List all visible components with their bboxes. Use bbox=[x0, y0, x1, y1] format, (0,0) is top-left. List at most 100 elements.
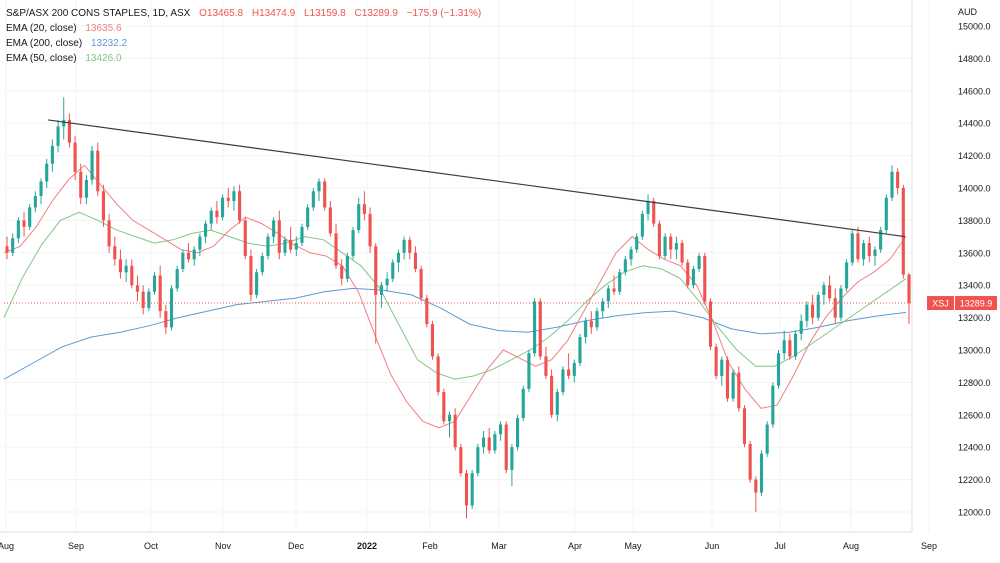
candle-body bbox=[828, 285, 832, 299]
candle bbox=[714, 343, 718, 380]
candle bbox=[691, 265, 695, 289]
candle bbox=[731, 369, 735, 402]
legend-ema200-row[interactable]: EMA (200, close) 13232.2 bbox=[6, 36, 487, 51]
candle-body bbox=[238, 191, 242, 221]
candle bbox=[362, 191, 366, 221]
candle-body bbox=[862, 243, 866, 260]
price-tag: XSJ 13289.9 bbox=[927, 296, 997, 311]
price-tick-label: 14800.0 bbox=[958, 54, 991, 64]
candle bbox=[884, 194, 888, 234]
candle-body bbox=[39, 181, 43, 197]
candle bbox=[521, 385, 525, 422]
candle-body bbox=[884, 197, 888, 231]
candle bbox=[555, 388, 559, 422]
candle bbox=[147, 288, 151, 312]
candle-body bbox=[16, 220, 20, 239]
candle bbox=[39, 178, 43, 205]
ema200-path bbox=[3, 287, 907, 380]
candle bbox=[867, 236, 871, 263]
time-tick-label: Jul bbox=[774, 541, 786, 551]
candle bbox=[550, 369, 554, 419]
candle bbox=[850, 230, 854, 266]
candle-body bbox=[544, 356, 548, 376]
candle bbox=[272, 217, 276, 244]
candle-body bbox=[294, 243, 298, 250]
legend: S&P/ASX 200 CONS STAPLES, 1D, ASX O13465… bbox=[6, 6, 487, 66]
candle-body bbox=[334, 233, 338, 266]
candle-body bbox=[368, 213, 372, 247]
candle bbox=[135, 275, 140, 302]
candle-body bbox=[186, 252, 191, 260]
candle bbox=[561, 366, 565, 396]
candle bbox=[606, 285, 610, 308]
ema20-value: 13635.6 bbox=[85, 23, 122, 34]
price-tick-label: 12800.0 bbox=[958, 378, 991, 388]
candle bbox=[754, 476, 758, 512]
ema50-label: EMA (50, close) bbox=[6, 53, 77, 64]
legend-symbol-row: S&P/ASX 200 CONS STAPLES, 1D, ASX O13465… bbox=[6, 6, 487, 21]
candle-body bbox=[873, 249, 877, 257]
trendline[interactable] bbox=[47, 119, 906, 238]
candle-body bbox=[198, 236, 202, 250]
candle-body bbox=[459, 447, 463, 474]
candle bbox=[442, 388, 446, 425]
price-tick-label: 14600.0 bbox=[958, 86, 991, 96]
candle-body bbox=[396, 252, 400, 263]
candle-body bbox=[845, 262, 849, 289]
candle bbox=[243, 217, 247, 260]
candle-body bbox=[550, 375, 554, 415]
candle-body bbox=[776, 353, 781, 386]
candle-body bbox=[28, 207, 32, 227]
ohlc-change: −175.9 (−1.31%) bbox=[406, 8, 482, 19]
candle bbox=[294, 236, 298, 257]
candle bbox=[84, 175, 88, 205]
candle-body bbox=[192, 249, 196, 260]
candle-body bbox=[703, 256, 707, 302]
candle-body bbox=[181, 252, 185, 269]
candle bbox=[391, 259, 395, 282]
candle-body bbox=[385, 278, 389, 286]
time-tick-label: Aug bbox=[843, 541, 859, 551]
price-tick-label: 15000.0 bbox=[958, 22, 991, 32]
candle-body bbox=[516, 418, 520, 448]
candle bbox=[464, 469, 469, 519]
candle bbox=[708, 298, 713, 350]
grid-lines bbox=[4, 0, 930, 532]
candle-body bbox=[561, 369, 565, 393]
candle-body bbox=[266, 236, 270, 257]
candle bbox=[317, 178, 321, 201]
candle-body bbox=[73, 142, 77, 172]
candle-body bbox=[788, 340, 792, 357]
candle-body bbox=[572, 362, 576, 376]
candle-body bbox=[708, 301, 713, 347]
candle-body bbox=[805, 304, 809, 321]
candle-body bbox=[907, 274, 911, 304]
candle bbox=[396, 249, 400, 273]
time-tick-label: Apr bbox=[568, 541, 582, 551]
candle-body bbox=[589, 320, 593, 328]
price-axis[interactable]: AUD 15000.0 14800.0 14600.0 14400.0 14200.0 14… bbox=[911, 0, 991, 532]
candle bbox=[289, 226, 293, 253]
candle-body bbox=[413, 252, 418, 269]
candle-body bbox=[158, 275, 162, 312]
candle-body bbox=[226, 197, 230, 201]
time-axis[interactable]: Aug Sep Oct Nov Dec 2022 Feb Mar Apr May Jun Jul Aug… bbox=[0, 531, 937, 551]
candle bbox=[56, 119, 60, 153]
candle-body bbox=[487, 437, 491, 451]
candle bbox=[169, 285, 174, 331]
candle-body bbox=[714, 346, 718, 376]
legend-ema50-row[interactable]: EMA (50, close) 13426.0 bbox=[6, 51, 487, 66]
candle bbox=[782, 330, 786, 360]
candle bbox=[771, 382, 775, 428]
candle-body bbox=[62, 119, 66, 127]
candle-body bbox=[737, 372, 741, 409]
candle-body bbox=[850, 233, 854, 263]
candle bbox=[351, 226, 355, 260]
legend-ema20-row[interactable]: EMA (20, close) 13635.6 bbox=[6, 21, 487, 36]
candle bbox=[215, 200, 219, 224]
candle-body bbox=[96, 150, 100, 192]
candle bbox=[107, 213, 111, 253]
candle bbox=[674, 236, 678, 260]
